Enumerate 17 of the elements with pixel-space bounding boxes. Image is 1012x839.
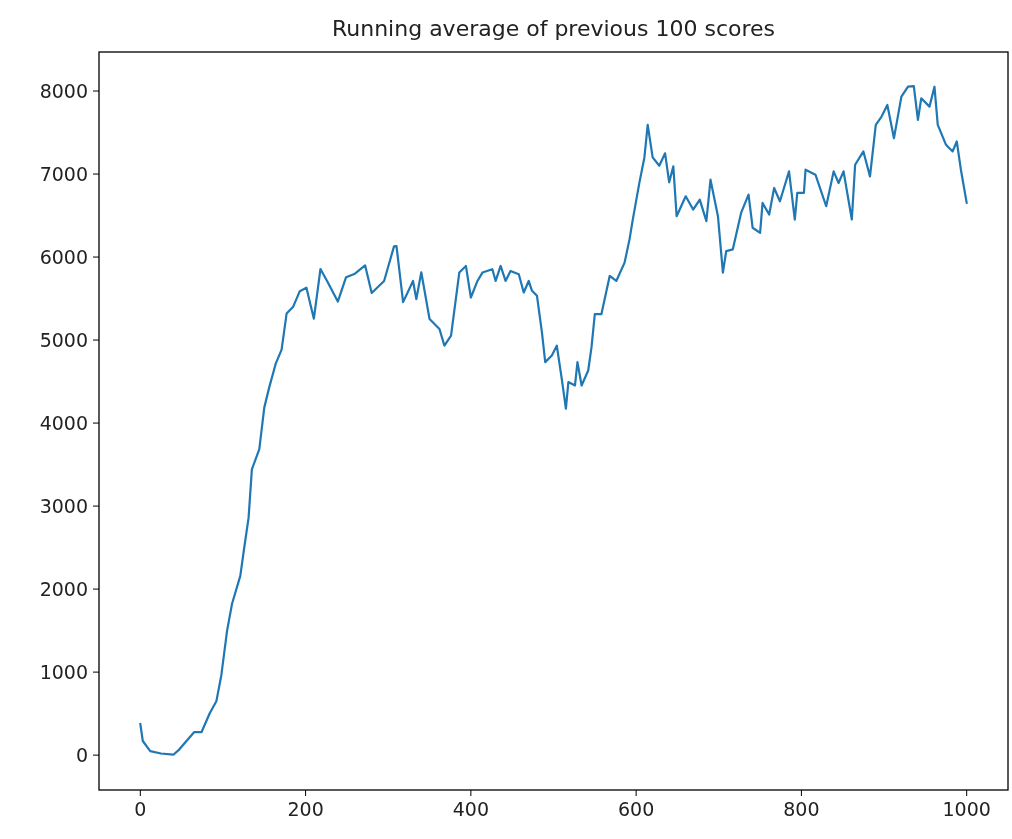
y-tick-label: 0 — [75, 743, 88, 766]
y-tick-label: 1000 — [39, 660, 88, 683]
x-tick-label: 800 — [783, 798, 820, 820]
y-tick-label: 3000 — [39, 494, 88, 517]
x-tick-label: 400 — [452, 798, 489, 820]
y-tick-label: 4000 — [39, 411, 88, 434]
x-tick-label: 600 — [618, 798, 655, 820]
x-tick-label: 0 — [134, 798, 147, 820]
y-tick-label: 7000 — [39, 162, 88, 185]
x-tick-label: 1000 — [942, 798, 991, 820]
y-tick-label: 5000 — [39, 328, 88, 351]
y-tick-label: 8000 — [39, 79, 88, 102]
y-tick-label: 6000 — [39, 245, 88, 268]
y-tick-label: 2000 — [39, 577, 88, 600]
x-tick-label: 200 — [287, 798, 324, 820]
line-series — [139, 84, 968, 756]
chart-title: Running average of previous 100 scores — [331, 16, 776, 41]
